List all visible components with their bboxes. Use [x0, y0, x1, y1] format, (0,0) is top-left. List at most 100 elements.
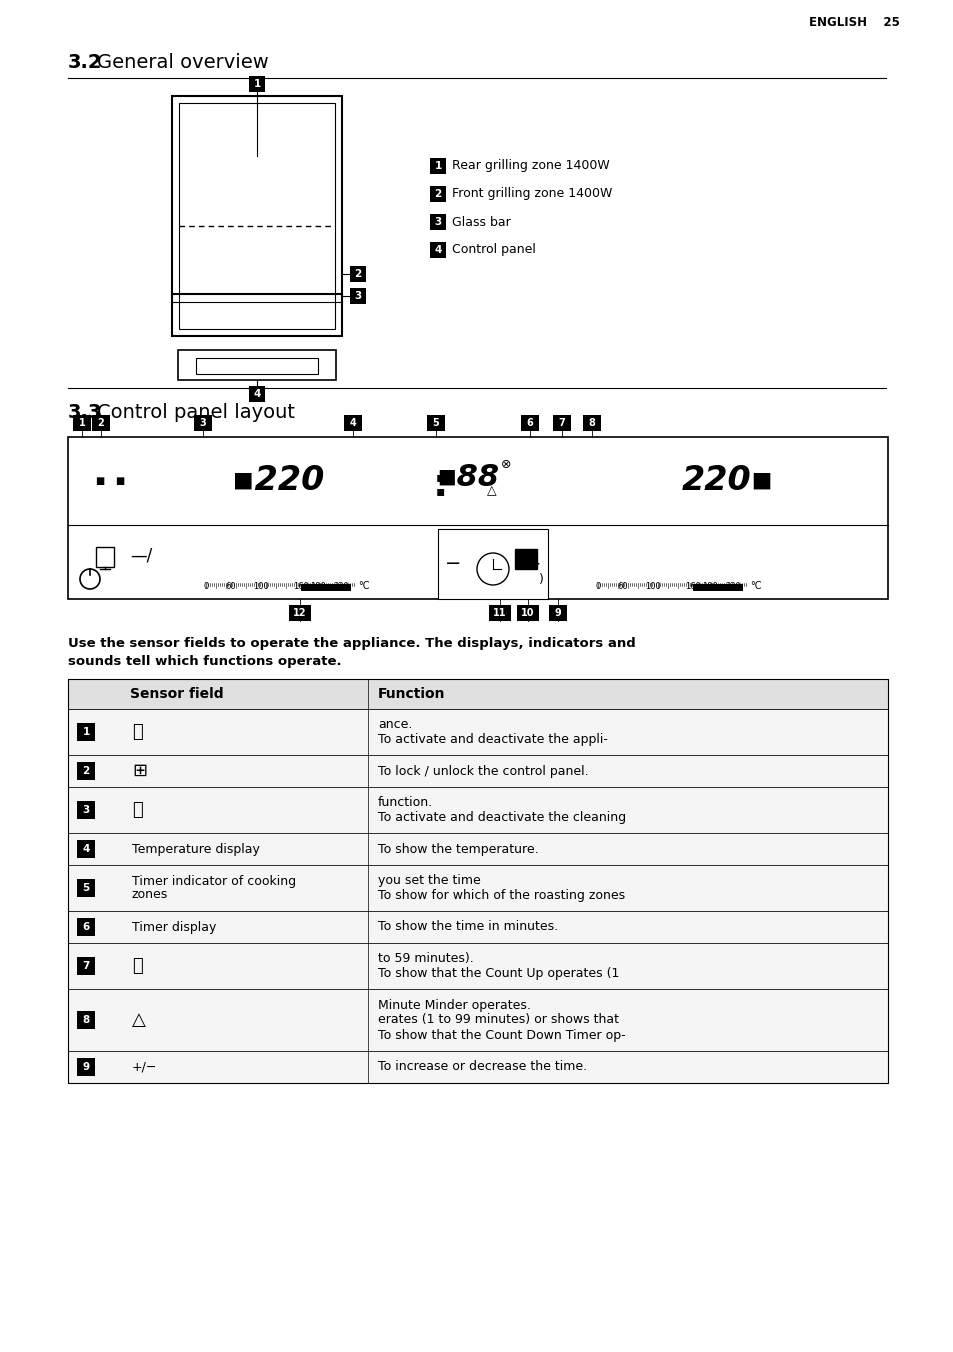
Text: Control panel layout: Control panel layout	[97, 403, 294, 422]
Text: 2: 2	[354, 269, 361, 279]
Bar	[289, 604, 311, 621]
Text: ⤶: ⤶	[132, 800, 143, 819]
Text: 4: 4	[434, 245, 441, 256]
Text: sounds tell which functions operate.: sounds tell which functions operate.	[68, 654, 341, 668]
Text: +/−: +/−	[132, 1060, 157, 1073]
Bar	[249, 387, 265, 402]
Bar	[77, 1059, 95, 1076]
Bar	[437, 529, 547, 599]
Text: ): )	[538, 572, 543, 585]
Bar	[91, 415, 110, 431]
Bar	[430, 187, 446, 201]
Text: △: △	[487, 484, 497, 498]
Bar	[77, 763, 95, 780]
Text: Function: Function	[377, 687, 445, 700]
Text: Control panel: Control panel	[452, 243, 536, 257]
Text: Timer indicator of cooking: Timer indicator of cooking	[132, 875, 295, 887]
Text: 7: 7	[558, 418, 565, 429]
Text: Timer display: Timer display	[132, 921, 216, 933]
Text: ⊗: ⊗	[500, 458, 511, 472]
Bar	[68, 865, 887, 911]
Bar	[427, 415, 444, 431]
Text: ▪: ▪	[435, 484, 444, 498]
Text: 8: 8	[588, 418, 595, 429]
Bar	[68, 787, 887, 833]
Bar	[68, 942, 887, 990]
Text: 4: 4	[349, 418, 356, 429]
Text: ▪: ▪	[435, 470, 444, 484]
Bar	[68, 679, 887, 1083]
Bar	[68, 911, 887, 942]
Text: △: △	[132, 1011, 146, 1029]
Text: ⊞: ⊞	[132, 763, 147, 780]
Bar	[692, 584, 742, 591]
Bar	[68, 833, 887, 865]
Text: 4: 4	[253, 389, 260, 399]
Text: 6: 6	[526, 418, 533, 429]
Text: to 59 minutes).: to 59 minutes).	[377, 952, 474, 965]
Text: Minute Minder operates.: Minute Minder operates.	[377, 999, 530, 1011]
Text: zones: zones	[132, 888, 168, 902]
Text: 60: 60	[617, 581, 628, 591]
Bar	[77, 879, 95, 896]
Bar	[515, 549, 537, 569]
Text: ■: ■	[95, 476, 105, 485]
Text: Glass bar: Glass bar	[452, 215, 510, 228]
Text: 4: 4	[82, 844, 90, 854]
Text: —/: —/	[130, 546, 152, 564]
Text: you set the time: you set the time	[377, 873, 480, 887]
Text: 11: 11	[493, 608, 506, 618]
Text: +: +	[524, 554, 540, 573]
Text: function.: function.	[377, 796, 433, 808]
Bar	[489, 604, 511, 621]
Text: 0: 0	[595, 581, 600, 591]
Text: To show that the Count Down Timer op-: To show that the Count Down Timer op-	[377, 1029, 625, 1041]
Text: 12: 12	[293, 608, 307, 618]
Text: To show the temperature.: To show the temperature.	[377, 842, 538, 856]
Text: 3: 3	[82, 804, 90, 815]
Text: °C: °C	[749, 581, 760, 591]
Bar	[68, 679, 887, 708]
Text: To activate and deactivate the cleaning: To activate and deactivate the cleaning	[377, 811, 625, 823]
Bar	[548, 604, 566, 621]
Bar	[178, 350, 335, 380]
Text: 220▪: 220▪	[681, 465, 774, 498]
Text: To show for which of the roasting zones: To show for which of the roasting zones	[377, 890, 624, 902]
Text: ⓥ: ⓥ	[132, 957, 143, 975]
Bar	[430, 214, 446, 230]
Text: 9: 9	[82, 1063, 90, 1072]
Text: 3: 3	[434, 218, 441, 227]
Text: To increase or decrease the time.: To increase or decrease the time.	[377, 1060, 586, 1073]
Text: 3: 3	[199, 418, 206, 429]
Text: 1: 1	[434, 161, 441, 170]
Bar	[193, 415, 212, 431]
Bar	[68, 754, 887, 787]
Text: 5: 5	[432, 418, 439, 429]
Text: To activate and deactivate the appli-: To activate and deactivate the appli-	[377, 733, 607, 746]
Text: 2: 2	[82, 767, 90, 776]
Text: ENGLISH    25: ENGLISH 25	[808, 15, 899, 28]
Bar	[77, 723, 95, 741]
Text: Use the sensor fields to operate the appliance. The displays, indicators and: Use the sensor fields to operate the app…	[68, 637, 635, 649]
Bar	[582, 415, 600, 431]
Bar	[77, 800, 95, 819]
Text: Rear grilling zone 1400W: Rear grilling zone 1400W	[452, 160, 609, 173]
Bar	[77, 1011, 95, 1029]
Text: 1: 1	[78, 418, 85, 429]
Bar	[68, 990, 887, 1051]
Text: 8: 8	[82, 1015, 90, 1025]
Text: General overview: General overview	[97, 53, 269, 72]
Text: 5: 5	[82, 883, 90, 894]
Text: To show that the Count Up operates (1: To show that the Count Up operates (1	[377, 967, 618, 980]
Bar	[249, 76, 265, 92]
Bar	[179, 103, 335, 329]
Text: 100: 100	[253, 581, 269, 591]
Bar	[172, 96, 341, 337]
Text: 7: 7	[82, 961, 90, 971]
Text: Temperature display: Temperature display	[132, 842, 259, 856]
Text: 2: 2	[97, 418, 104, 429]
Text: 220: 220	[724, 581, 740, 591]
Bar	[77, 840, 95, 859]
Bar	[195, 358, 317, 375]
Text: 180: 180	[310, 581, 326, 591]
